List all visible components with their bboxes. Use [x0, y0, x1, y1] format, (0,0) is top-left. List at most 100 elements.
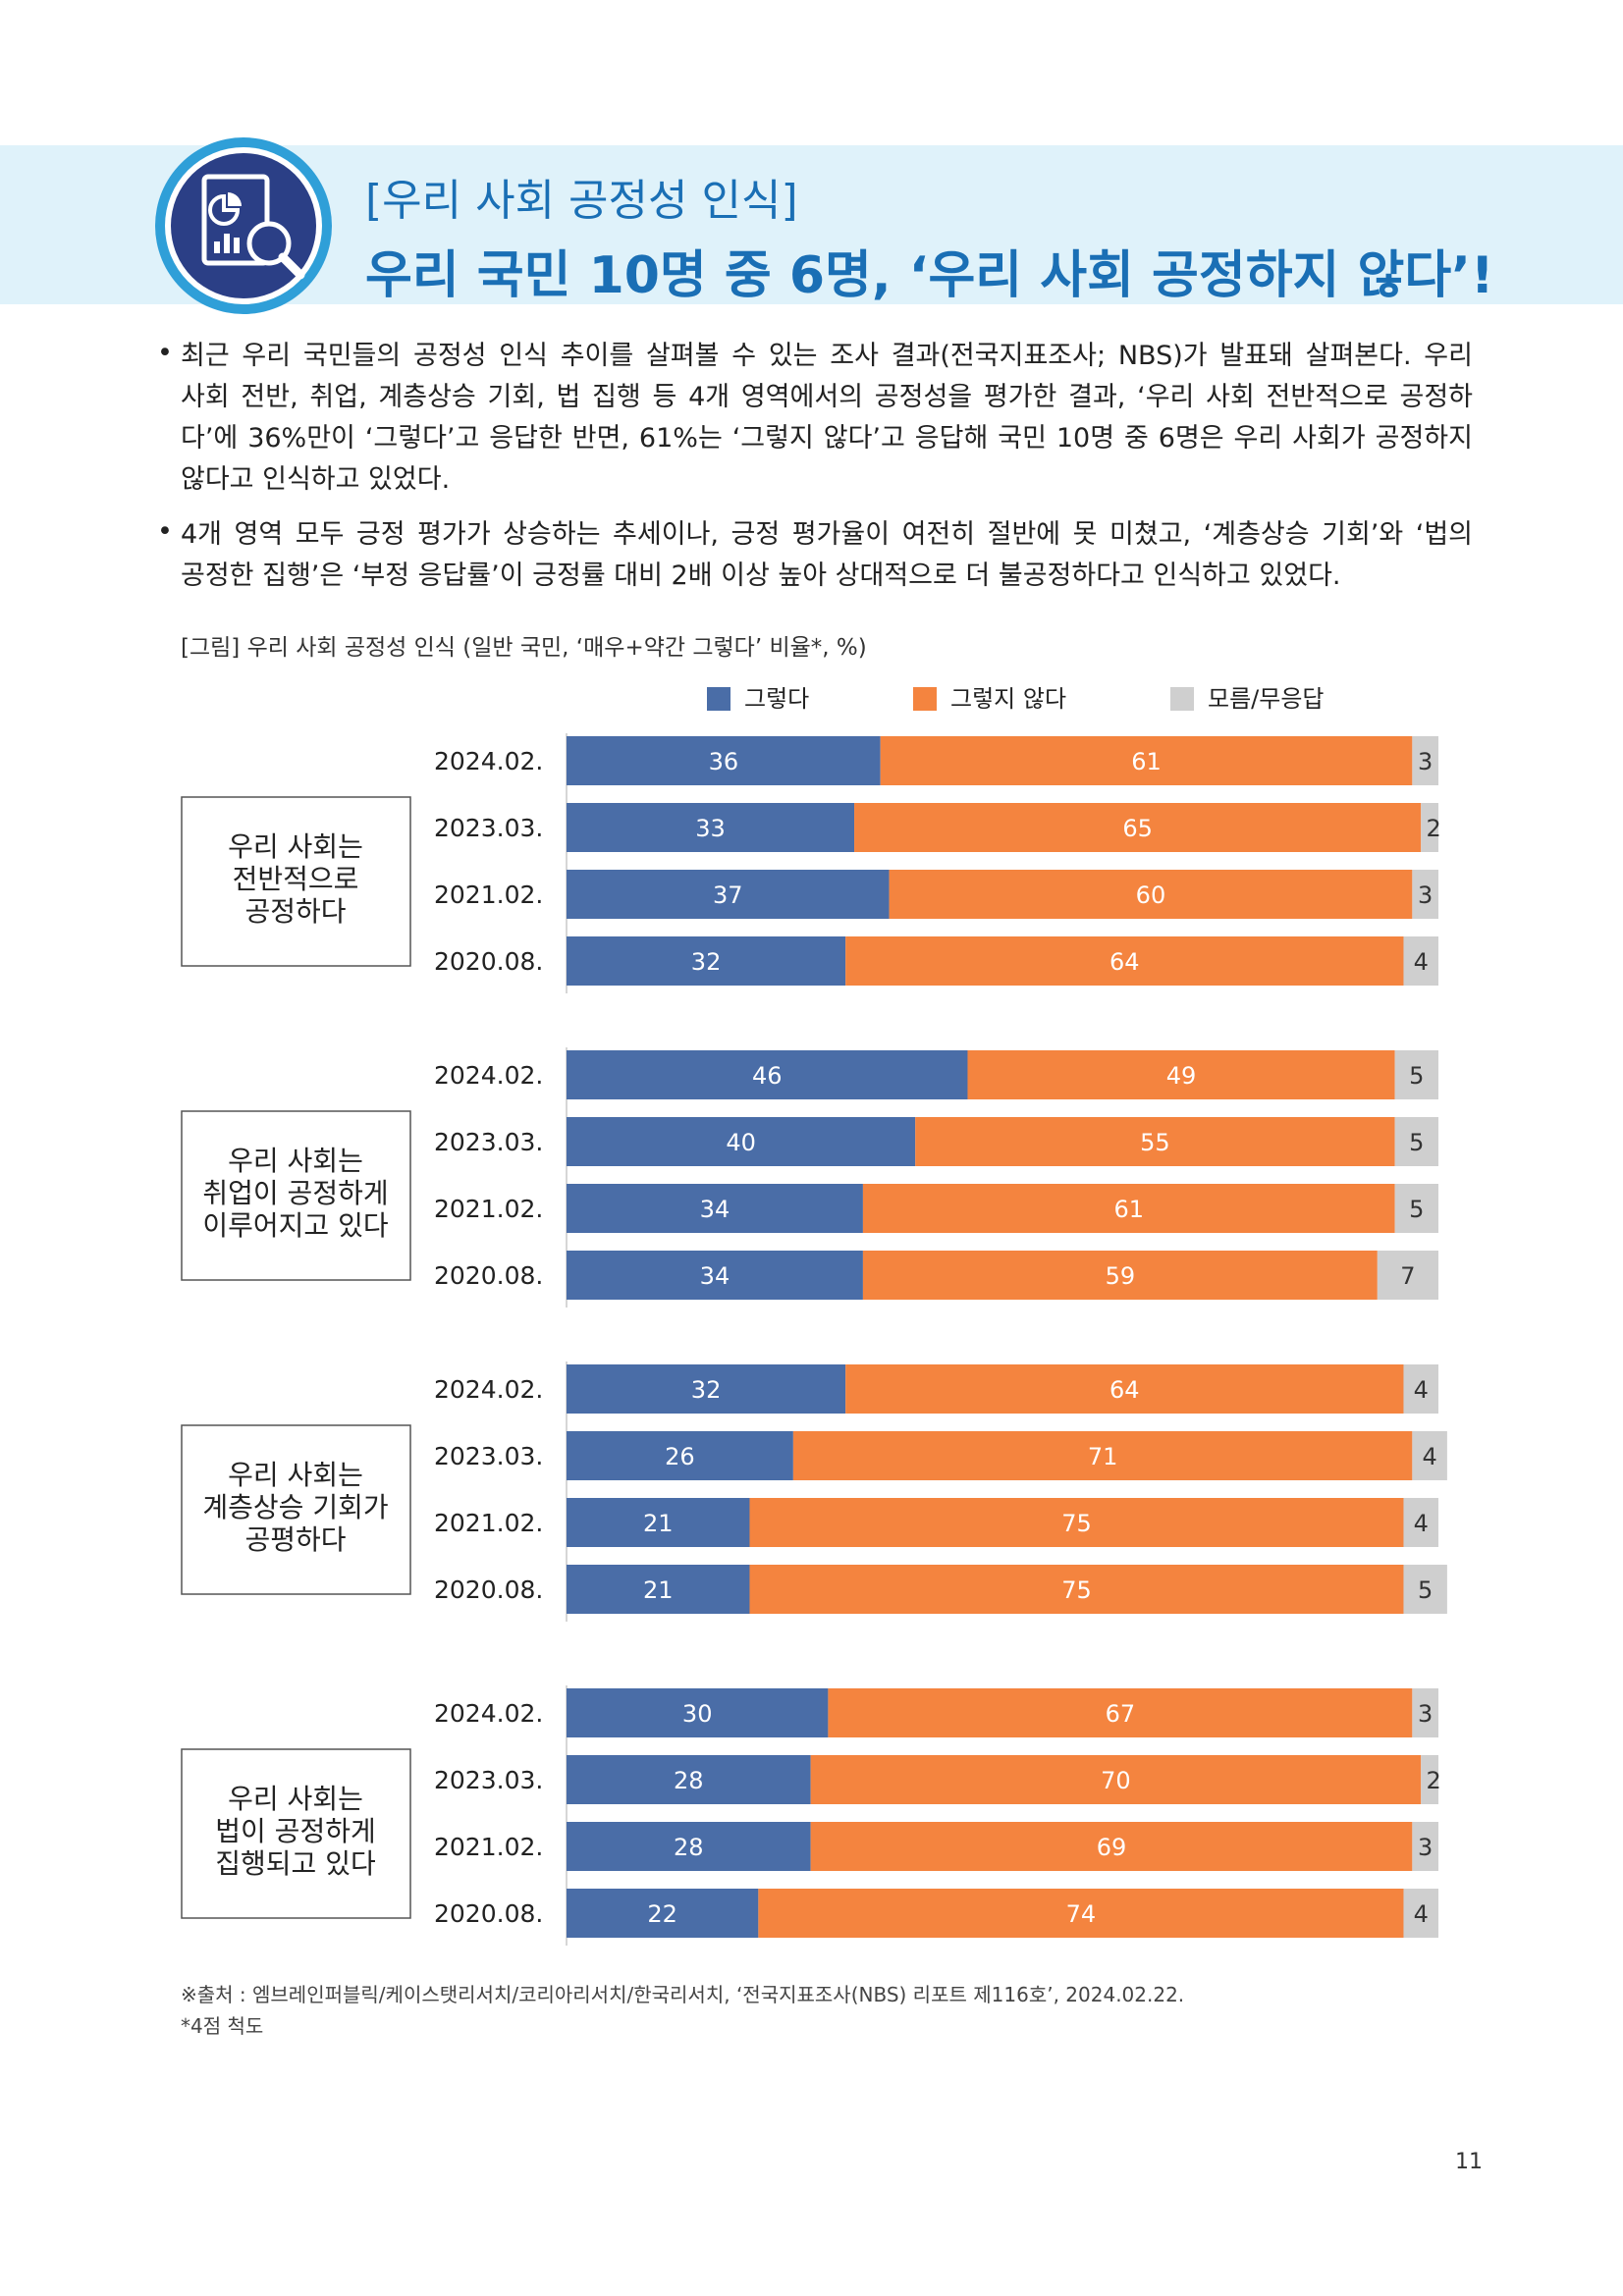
category-label: 2020.08.: [434, 947, 543, 976]
data-label: 65: [1122, 815, 1153, 842]
data-label: 3: [1418, 1834, 1433, 1861]
figure-caption: [그림] 우리 사회 공정성 인식 (일반 국민, ‘매우+약간 그렇다’ 비율…: [181, 635, 867, 661]
bullet-line: 않다고 인식하고 있었다.: [181, 464, 451, 495]
data-label: 40: [726, 1129, 756, 1156]
source-note: ※출처 : 엠브레인퍼블릭/케이스탯리서치/코리아리서치/한국리서치, ‘전국지…: [181, 1983, 1185, 2006]
report-magnifier-icon: [155, 137, 332, 314]
data-label: 21: [643, 1576, 674, 1604]
bar-segment: [567, 1050, 968, 1099]
bar-segment: [567, 1822, 811, 1871]
bar-segment: [567, 736, 881, 785]
bar-segment: [828, 1688, 1413, 1737]
data-label: 7: [1400, 1262, 1415, 1290]
group-label-line: 공평하다: [244, 1523, 346, 1556]
bullet-paragraph-2: 4개 영역 모두 긍정 평가가 상승하는 추세이나, 긍정 평가율이 여전히 절…: [181, 514, 1473, 597]
data-label: 3: [1418, 748, 1433, 775]
category-label: 2023.03.: [434, 1128, 543, 1156]
bar-segment: [854, 803, 1422, 852]
data-label: 21: [643, 1510, 674, 1537]
bar-segment: [1403, 1565, 1447, 1614]
bullet-symbol: •: [157, 338, 173, 368]
bar-segment: [567, 1889, 759, 1938]
data-label: 28: [674, 1767, 704, 1794]
bar-segment: [1403, 1498, 1438, 1547]
bar-segment: [1394, 1050, 1438, 1099]
category-label: 2020.08.: [434, 1261, 543, 1290]
bullet-line: 다’에 36%만이 ‘그렇다’고 응답한 반면, 61%는 ‘그렇지 않다’고 …: [181, 423, 1473, 454]
data-label: 3: [1418, 1700, 1433, 1728]
data-label: 59: [1106, 1262, 1136, 1290]
data-label: 34: [700, 1262, 730, 1290]
data-label: 4: [1414, 1510, 1429, 1537]
bar-segment: [567, 1251, 863, 1300]
bar-segment: [567, 1755, 811, 1804]
group-label-line: 우리 사회는: [228, 1783, 363, 1815]
bar-segment: [567, 1364, 846, 1414]
header-title: 우리 국민 10명 중 6명, ‘우리 사회 공정하지 않다’!: [365, 246, 1494, 305]
bar-segment: [1394, 1117, 1438, 1166]
legend-label: 그렇지 않다: [950, 685, 1066, 713]
page-number: 11: [1455, 2150, 1483, 2174]
data-label: 74: [1066, 1900, 1097, 1928]
legend-label: 모름/무응답: [1208, 685, 1325, 713]
data-label: 33: [695, 815, 726, 842]
bar-segment: [1403, 1364, 1438, 1414]
bar-segment: [1403, 1889, 1438, 1938]
data-label: 2: [1426, 815, 1440, 842]
bar-segment: [880, 736, 1413, 785]
data-label: 32: [691, 948, 722, 976]
data-label: 36: [709, 748, 739, 775]
group-label-line: 이루어지고 있다: [202, 1209, 388, 1242]
data-label: 61: [1113, 1196, 1144, 1223]
data-label: 4: [1422, 1443, 1436, 1470]
legend-swatch: [913, 687, 937, 711]
data-label: 75: [1061, 1510, 1092, 1537]
bullet-line: 공정한 집행’은 ‘부정 응답률’이 긍정률 대비 2배 이상 높아 상대적으로…: [181, 561, 1341, 591]
group-label-line: 취업이 공정하게: [202, 1177, 388, 1209]
bar-segment: [862, 1251, 1378, 1300]
bar-segment: [567, 803, 855, 852]
category-label: 2024.02.: [434, 747, 543, 775]
group-label-box: [181, 1748, 411, 1919]
data-label: 26: [665, 1443, 695, 1470]
category-label: 2020.08.: [434, 1575, 543, 1604]
category-label: 2023.03.: [434, 814, 543, 842]
group-label-line: 우리 사회는: [228, 830, 363, 863]
data-label: 64: [1109, 1376, 1140, 1404]
bullet-line: 최근 우리 국민들의 공정성 인식 추이를 살펴볼 수 있는 조사 결과(전국지…: [181, 341, 1473, 371]
data-label: 4: [1414, 1376, 1429, 1404]
data-label: 64: [1109, 948, 1140, 976]
bar-segment: [1412, 870, 1438, 919]
data-label: 46: [752, 1062, 783, 1090]
data-label: 75: [1061, 1576, 1092, 1604]
data-label: 3: [1418, 881, 1433, 909]
data-label: 55: [1140, 1129, 1170, 1156]
data-label: 4: [1414, 1900, 1429, 1928]
bullet-symbol: •: [157, 516, 173, 547]
bar-segment: [749, 1498, 1404, 1547]
legend-swatch: [707, 687, 730, 711]
data-label: 28: [674, 1834, 704, 1861]
data-label: 67: [1106, 1700, 1136, 1728]
bullet-line: 4개 영역 모두 긍정 평가가 상승하는 추세이나, 긍정 평가율이 여전히 절…: [181, 519, 1473, 550]
bar-segment: [1421, 803, 1438, 852]
bar-segment: [567, 1431, 793, 1480]
bar-segment: [567, 870, 890, 919]
group-label-line: 집행되고 있다: [215, 1847, 375, 1880]
data-label: 2: [1426, 1767, 1440, 1794]
category-label: 2021.02.: [434, 881, 543, 909]
bar-segment: [889, 870, 1413, 919]
group-label-line: 전반적으로: [233, 863, 359, 895]
category-label: 2024.02.: [434, 1375, 543, 1404]
data-label: 22: [647, 1900, 677, 1928]
bar-segment: [845, 1364, 1404, 1414]
header-subtitle: [우리 사회 공정성 인식]: [365, 176, 798, 226]
bar-segment: [567, 1184, 863, 1233]
legend-swatch: [1170, 687, 1194, 711]
category-label: 2023.03.: [434, 1442, 543, 1470]
bar-segment: [1377, 1251, 1438, 1300]
data-label: 70: [1101, 1767, 1131, 1794]
category-label: 2024.02.: [434, 1699, 543, 1728]
category-label: 2021.02.: [434, 1833, 543, 1861]
